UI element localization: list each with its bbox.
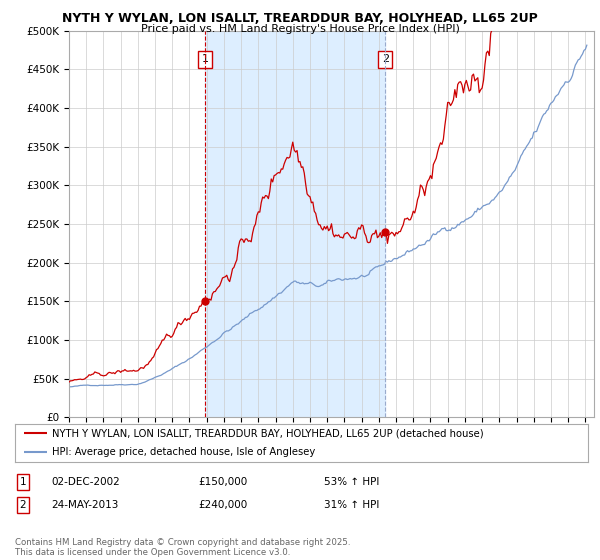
Bar xyxy=(205,31,385,417)
Text: NYTH Y WYLAN, LON ISALLT, TREARDDUR BAY, HOLYHEAD, LL65 2UP: NYTH Y WYLAN, LON ISALLT, TREARDDUR BAY,… xyxy=(62,12,538,25)
Text: Price paid vs. HM Land Registry's House Price Index (HPI): Price paid vs. HM Land Registry's House … xyxy=(140,24,460,34)
Text: 1: 1 xyxy=(202,54,209,64)
Text: £240,000: £240,000 xyxy=(198,500,247,510)
Text: 2: 2 xyxy=(19,500,26,510)
Text: £150,000: £150,000 xyxy=(198,477,247,487)
Text: 31% ↑ HPI: 31% ↑ HPI xyxy=(324,500,379,510)
Text: 02-DEC-2002: 02-DEC-2002 xyxy=(51,477,120,487)
Text: 53% ↑ HPI: 53% ↑ HPI xyxy=(324,477,379,487)
Text: 1: 1 xyxy=(19,477,26,487)
Text: HPI: Average price, detached house, Isle of Anglesey: HPI: Average price, detached house, Isle… xyxy=(52,447,316,457)
Text: Contains HM Land Registry data © Crown copyright and database right 2025.
This d: Contains HM Land Registry data © Crown c… xyxy=(15,538,350,557)
Text: 2: 2 xyxy=(382,54,389,64)
Text: NYTH Y WYLAN, LON ISALLT, TREARDDUR BAY, HOLYHEAD, LL65 2UP (detached house): NYTH Y WYLAN, LON ISALLT, TREARDDUR BAY,… xyxy=(52,428,484,438)
Text: 24-MAY-2013: 24-MAY-2013 xyxy=(51,500,118,510)
